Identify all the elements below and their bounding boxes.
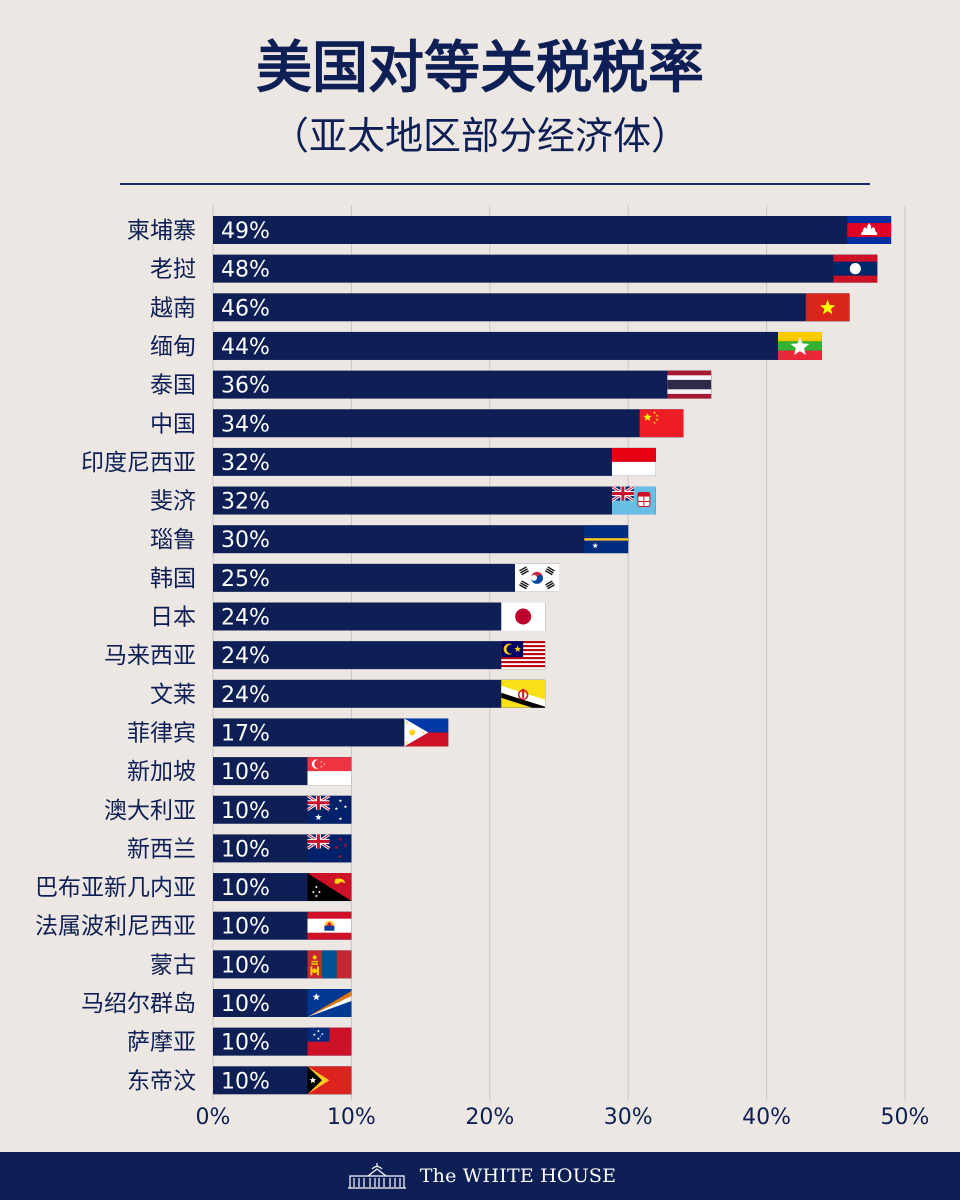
category-label: 中国 — [150, 411, 196, 437]
category-label: 韩国 — [150, 566, 196, 592]
bar — [213, 409, 684, 438]
x-tick-label: 20% — [465, 1105, 514, 1130]
bar — [213, 254, 878, 283]
mongolia-flag-icon — [307, 950, 352, 979]
category-label: 日本 — [150, 605, 196, 631]
vietnam-flag-icon — [805, 293, 850, 322]
laos-flag-icon — [833, 254, 878, 283]
category-label: 老挝 — [150, 257, 196, 283]
category-label: 印度尼西亚 — [81, 450, 196, 476]
category-label: 新加坡 — [127, 759, 196, 785]
value-label: 24% — [221, 606, 270, 631]
value-label: 24% — [221, 683, 270, 708]
footer-brand: The WHITE HOUSE — [0, 1152, 960, 1200]
category-label: 缅甸 — [150, 334, 196, 360]
x-tick-label: 0% — [196, 1105, 231, 1130]
south-korea-flag-icon — [515, 563, 559, 592]
category-label: 柬埔寨 — [127, 218, 196, 244]
chart-subtitle: （亚太地区部分经济体） — [270, 114, 689, 158]
bar — [213, 447, 656, 476]
x-tick-label: 40% — [742, 1105, 791, 1130]
value-label: 25% — [221, 567, 270, 592]
bar-chart: 柬埔寨 49% 老挝 48% 越南 46% 缅甸 44% 泰国 36% 中国 34% 印度尼西亚 32% 斐… — [35, 205, 930, 1130]
value-label: 10% — [221, 953, 270, 978]
value-label: 32% — [221, 451, 270, 476]
category-label: 泰国 — [150, 373, 196, 399]
value-label: 46% — [221, 296, 270, 321]
malaysia-flag-icon — [501, 641, 546, 670]
myanmar-flag-icon — [777, 331, 822, 360]
brunei-flag-icon — [501, 679, 546, 708]
bar — [213, 216, 892, 244]
value-label: 10% — [221, 1069, 270, 1094]
value-label: 10% — [221, 799, 270, 824]
category-label: 巴布亚新几内亚 — [35, 875, 196, 901]
indonesia-flag-icon — [611, 447, 656, 476]
category-label: 瑙鲁 — [150, 527, 196, 553]
french-polynesia-flag-icon — [307, 911, 352, 940]
china-flag-icon — [639, 409, 684, 438]
bar — [213, 331, 822, 360]
category-label: 萨摩亚 — [127, 1030, 196, 1056]
nauru-flag-icon — [584, 525, 629, 554]
philippines-flag-icon — [404, 718, 449, 747]
category-label: 菲律宾 — [127, 720, 196, 746]
category-label: 文莱 — [150, 682, 196, 708]
samoa-flag-icon — [307, 1027, 352, 1056]
cambodia-flag-icon — [847, 216, 892, 244]
value-label: 24% — [221, 644, 270, 669]
value-label: 32% — [221, 490, 270, 515]
category-label: 法属波利尼西亚 — [35, 914, 196, 940]
value-label: 17% — [221, 721, 270, 746]
fiji-flag-icon — [611, 486, 656, 515]
category-label: 东帝汶 — [127, 1068, 196, 1094]
category-label: 马绍尔群岛 — [81, 991, 196, 1017]
value-label: 36% — [221, 374, 270, 399]
australia-flag-icon — [307, 795, 352, 824]
value-label: 10% — [221, 760, 270, 785]
value-label: 49% — [221, 219, 270, 244]
x-tick-label: 50% — [881, 1105, 930, 1130]
value-label: 10% — [221, 992, 270, 1017]
x-tick-label: 10% — [327, 1105, 376, 1130]
value-label: 30% — [221, 528, 270, 553]
footer: The WHITE HOUSE — [0, 1152, 960, 1200]
bar — [213, 563, 559, 592]
value-label: 10% — [221, 915, 270, 940]
new-zealand-flag-icon — [307, 834, 352, 863]
divider — [120, 183, 870, 185]
white-house-icon — [347, 1163, 406, 1189]
value-label: 34% — [221, 412, 270, 437]
category-label: 马来西亚 — [104, 643, 196, 669]
chart-title: 美国对等关税税率 — [256, 36, 704, 101]
bar — [213, 679, 546, 708]
thailand-flag-icon — [667, 370, 712, 399]
category-label: 新西兰 — [127, 836, 196, 862]
bar — [213, 370, 712, 399]
timor-leste-flag-icon — [307, 1066, 352, 1095]
category-label: 蒙古 — [150, 952, 196, 978]
value-label: 44% — [221, 335, 270, 360]
value-label: 10% — [221, 1031, 270, 1056]
category-label: 澳大利亚 — [104, 798, 196, 824]
category-label: 越南 — [150, 295, 196, 321]
singapore-flag-icon — [307, 757, 352, 786]
x-tick-label: 30% — [604, 1105, 653, 1130]
value-label: 10% — [221, 876, 270, 901]
bar — [213, 602, 546, 631]
marshall-islands-flag-icon — [307, 989, 352, 1017]
bar — [213, 293, 850, 322]
value-label: 10% — [221, 837, 270, 862]
value-label: 48% — [221, 258, 270, 283]
japan-flag-icon — [501, 602, 546, 631]
footer-brand-text: The WHITE HOUSE — [419, 1165, 617, 1187]
bar — [213, 641, 546, 670]
bar — [213, 525, 629, 554]
bar — [213, 486, 656, 515]
papua-new-guinea-flag-icon — [307, 873, 352, 902]
category-label: 斐济 — [150, 489, 196, 515]
